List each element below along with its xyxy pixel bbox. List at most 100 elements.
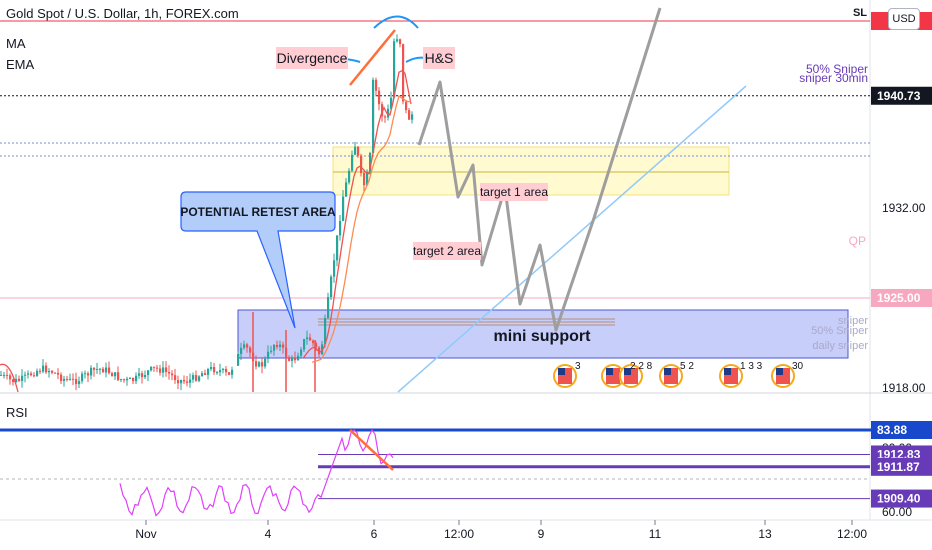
ema-line[interactable] — [311, 94, 412, 363]
candle-body — [369, 152, 372, 172]
candle-body — [222, 368, 225, 371]
candle-body — [216, 372, 219, 374]
candle-body — [411, 114, 414, 120]
candle-body — [288, 358, 291, 361]
candle-body — [63, 378, 66, 381]
candle-body — [381, 104, 384, 117]
candle-body — [357, 146, 360, 156]
candle-body — [84, 373, 87, 375]
flag-canton — [724, 368, 731, 375]
candle-body — [402, 44, 405, 102]
candle-body — [21, 375, 24, 381]
event-flag-count: 2 2 8 — [630, 361, 653, 372]
candle-body — [312, 340, 315, 344]
candle-body — [99, 368, 102, 370]
candle-body — [42, 365, 45, 372]
candle-body — [360, 155, 363, 174]
candle-body — [69, 378, 72, 380]
price-tick-label: 1918.00 — [882, 381, 926, 395]
indicator-ema[interactable]: EMA — [6, 57, 35, 72]
candle-body — [159, 368, 162, 373]
candle-body — [177, 380, 180, 384]
level-label-50-sniper: 50% Sniper — [806, 62, 868, 76]
callout[interactable]: POTENTIAL RETEST AREA — [180, 191, 336, 329]
candle-body — [396, 39, 399, 42]
candle-body — [90, 367, 93, 376]
currency-button[interactable]: USD — [888, 8, 920, 30]
x-tick-label: 12:00 — [444, 527, 474, 541]
candle-body — [249, 347, 252, 353]
candle-body — [324, 318, 327, 345]
candle-body — [237, 354, 240, 366]
trend-line[interactable] — [397, 85, 747, 393]
flag-canton — [606, 368, 613, 375]
candle-body — [138, 373, 141, 376]
candle-body — [150, 366, 153, 371]
candle-body — [375, 79, 378, 91]
candle-body — [291, 357, 294, 361]
candle-body — [273, 344, 276, 351]
candle-body — [180, 379, 183, 384]
candle-body — [156, 367, 159, 369]
candle-body — [102, 368, 105, 373]
candle-body — [282, 344, 285, 348]
rsi-badge: 83.88 — [877, 423, 907, 437]
candle-body — [393, 41, 396, 98]
candle-body — [333, 260, 336, 277]
candle-body — [384, 116, 387, 118]
event-flag-count: 3 — [575, 361, 581, 372]
chart-title: Gold Spot / U.S. Dollar, 1h, FOREX.com — [6, 6, 239, 21]
candle-body — [78, 381, 81, 385]
x-tick-label: 6 — [371, 527, 378, 541]
event-flag-count: 5 2 — [680, 361, 694, 372]
ma-line-left — [0, 363, 19, 393]
rsi-label: RSI — [6, 405, 28, 420]
event-flags[interactable]: 3 2 2 8 5 2 1 3 3 30 — [553, 361, 804, 388]
candle-body — [174, 375, 177, 381]
candle-body — [225, 368, 228, 373]
rsi-pane[interactable]: RSI — [0, 405, 932, 517]
candle-body — [147, 370, 150, 376]
candle-body — [117, 372, 120, 381]
candle-body — [348, 170, 351, 183]
price-badge-bg — [871, 288, 932, 307]
candle-body — [162, 367, 165, 373]
hs-label-bg — [423, 47, 455, 69]
price-badge: 1925.00 — [877, 291, 921, 305]
callout-text: POTENTIAL RETEST AREA — [180, 205, 336, 219]
divergence-line[interactable] — [349, 29, 396, 86]
x-tick-label: 9 — [538, 527, 545, 541]
candle-body — [210, 367, 213, 370]
candle-body — [165, 367, 168, 373]
candle-body — [270, 350, 273, 352]
flag-canton — [624, 368, 631, 375]
candle-body — [9, 375, 12, 380]
candle-body — [30, 373, 33, 376]
price-badge: 1940.73 — [877, 89, 921, 103]
candle-body — [330, 276, 333, 298]
candlestick-series[interactable] — [0, 34, 414, 393]
ma-line[interactable] — [302, 70, 412, 359]
candle-body — [81, 373, 84, 382]
candle-body — [201, 373, 204, 377]
support-box[interactable] — [237, 309, 849, 359]
rsi-divergence-line[interactable] — [349, 429, 394, 471]
candle-body — [309, 337, 312, 341]
candle-body — [87, 373, 90, 376]
candle-body — [126, 378, 129, 381]
indicator-ma[interactable]: MA — [6, 36, 26, 51]
candle-body — [27, 373, 30, 375]
candle-body — [111, 373, 114, 377]
candle-body — [204, 373, 207, 375]
rsi-tick-label: 60.00 — [882, 505, 912, 519]
candle-body — [36, 370, 39, 376]
callout-bubble — [180, 191, 336, 329]
projection-path[interactable] — [417, 7, 662, 332]
rsi-line[interactable] — [119, 428, 394, 517]
candle-body — [300, 349, 303, 356]
level-label-50-sniper-low: 50% Sniper — [811, 325, 868, 337]
candle-body — [75, 379, 78, 385]
x-tick-label: 4 — [265, 527, 272, 541]
level-label-sniper-30min: sniper 30min — [799, 71, 868, 85]
